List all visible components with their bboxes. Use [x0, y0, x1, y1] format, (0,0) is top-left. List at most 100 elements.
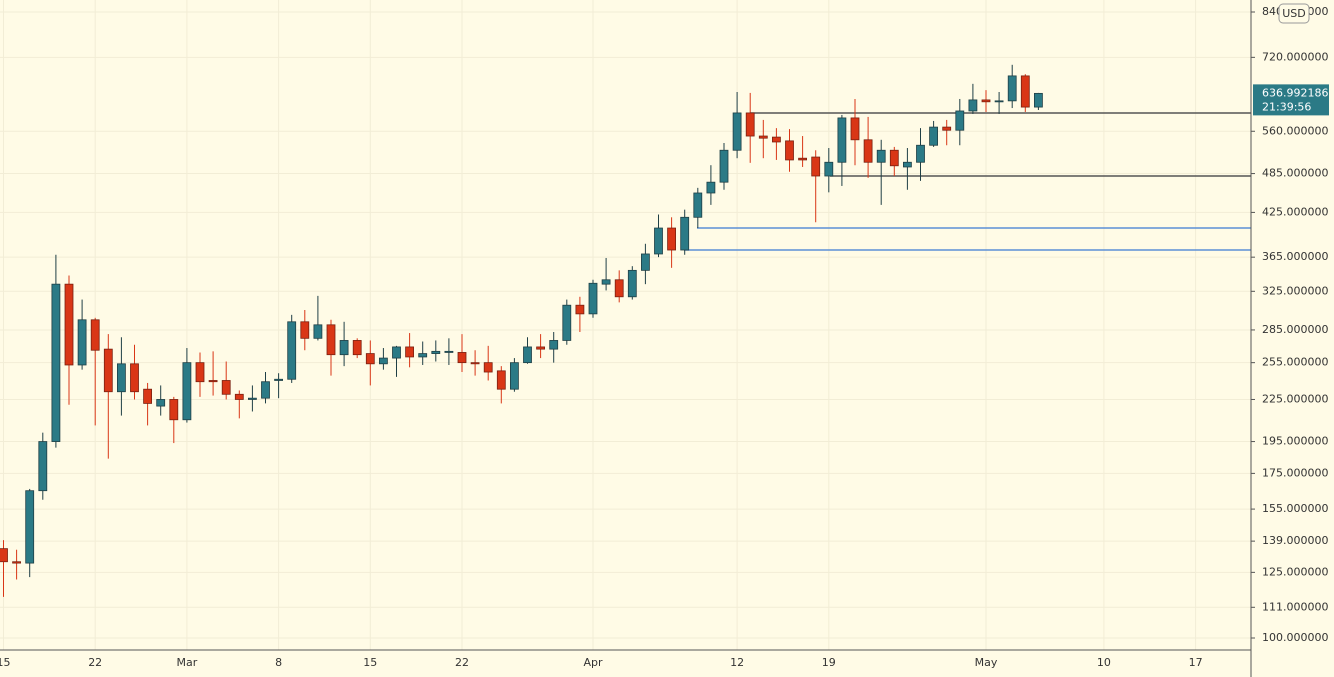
candle-body — [667, 227, 676, 251]
x-tick-label: 12 — [730, 656, 744, 669]
candle-body — [863, 139, 873, 163]
candle-body — [352, 340, 362, 356]
candle-body — [719, 149, 729, 183]
grid — [0, 0, 1251, 650]
x-tick-label: 15 — [0, 656, 11, 669]
x-tick-label: 19 — [822, 656, 836, 669]
y-tick-label: 111.000000 — [1262, 600, 1328, 613]
candle-body — [536, 346, 545, 350]
candle-body — [549, 340, 559, 350]
y-tick-label: 485.000000 — [1262, 167, 1328, 180]
candle-body — [929, 126, 938, 146]
currency-label: USD — [1282, 7, 1306, 20]
candle-body — [169, 399, 179, 421]
candle-body — [562, 304, 572, 341]
candle-body — [12, 561, 22, 564]
currency-badge[interactable] — [1278, 3, 1310, 24]
y-tick-label: 720.000000 — [1262, 50, 1328, 63]
candle-body — [444, 350, 454, 353]
candle-body — [117, 363, 126, 393]
y-tick-label: 255.000000 — [1262, 356, 1328, 369]
candle-body — [365, 353, 375, 365]
y-tick-label: 100.000000 — [1262, 631, 1328, 644]
candle-body — [339, 340, 349, 356]
candle-body — [889, 149, 899, 167]
candle-body — [0, 548, 8, 563]
candle-body — [981, 99, 991, 103]
y-tick-label: 365.000000 — [1262, 250, 1328, 263]
candle-body — [392, 346, 401, 359]
candle-body — [300, 321, 310, 339]
candle-body — [627, 269, 637, 298]
candle-body — [968, 99, 978, 112]
candle-body — [575, 304, 585, 315]
candle-body — [103, 348, 113, 393]
y-tick-label: 155.000000 — [1262, 502, 1328, 515]
x-tick-label: 8 — [275, 656, 282, 669]
x-tick-label: 15 — [363, 656, 377, 669]
y-tick-label: 195.000000 — [1262, 435, 1328, 448]
candle-body — [758, 135, 768, 139]
candle-body — [496, 370, 506, 390]
candle-body — [876, 149, 886, 163]
candle-body — [772, 136, 781, 143]
candle-body — [837, 117, 847, 163]
axis: 840.000000720.000000560.000000485.000000… — [0, 5, 1329, 669]
candle-body — [378, 357, 388, 365]
y-tick-label: 225.000000 — [1262, 392, 1328, 405]
candle-body — [470, 362, 480, 365]
candle-body — [1007, 75, 1017, 102]
candle-body — [25, 490, 35, 564]
candle-body — [614, 279, 624, 298]
candle-body — [247, 397, 257, 400]
candle-body — [601, 279, 611, 285]
candle-body — [693, 192, 703, 218]
candle-body — [706, 181, 716, 194]
x-tick-label: 22 — [455, 656, 469, 669]
x-tick-label: Apr — [583, 656, 603, 669]
y-tick-label: 560.000000 — [1262, 124, 1328, 137]
candle-body — [523, 346, 532, 364]
y-tick-label: 139.000000 — [1262, 534, 1328, 547]
x-tick-label: 17 — [1189, 656, 1203, 669]
candle-body — [732, 112, 742, 151]
candle-body — [850, 117, 860, 141]
candle-body — [77, 319, 87, 366]
candle-body — [588, 282, 598, 315]
candle-body — [942, 126, 952, 131]
candle-body — [90, 319, 100, 351]
candle-body — [824, 161, 834, 177]
candle-body — [261, 381, 270, 399]
y-tick-label: 285.000000 — [1262, 323, 1328, 336]
x-tick-label: 22 — [88, 656, 102, 669]
candle-body — [641, 253, 650, 271]
candle-body — [182, 362, 192, 421]
candle-body — [431, 350, 441, 354]
price-label-box — [1253, 84, 1329, 116]
candle-body — [326, 324, 336, 356]
candle-body — [130, 363, 139, 393]
candle-body — [903, 161, 912, 168]
candle-body — [313, 324, 323, 339]
candle-body — [798, 157, 807, 161]
candle-body — [811, 156, 821, 177]
candle-body — [418, 353, 428, 358]
candle-body — [680, 216, 690, 251]
plot — [0, 64, 1251, 597]
candle-body — [483, 362, 493, 373]
candle-body — [64, 283, 74, 366]
candle-body — [1020, 75, 1030, 108]
y-tick-label: 425.000000 — [1262, 205, 1328, 218]
candle-body — [274, 378, 284, 381]
y-tick-label: 325.000000 — [1262, 284, 1328, 297]
candle-body — [916, 144, 925, 163]
candle-body — [654, 227, 663, 255]
candle-body — [51, 283, 61, 442]
price-label: 636.992186 — [1262, 86, 1328, 99]
candle-body — [287, 321, 297, 380]
candle-body — [38, 441, 48, 492]
candle-body — [955, 110, 965, 131]
candle-body — [994, 100, 1004, 103]
